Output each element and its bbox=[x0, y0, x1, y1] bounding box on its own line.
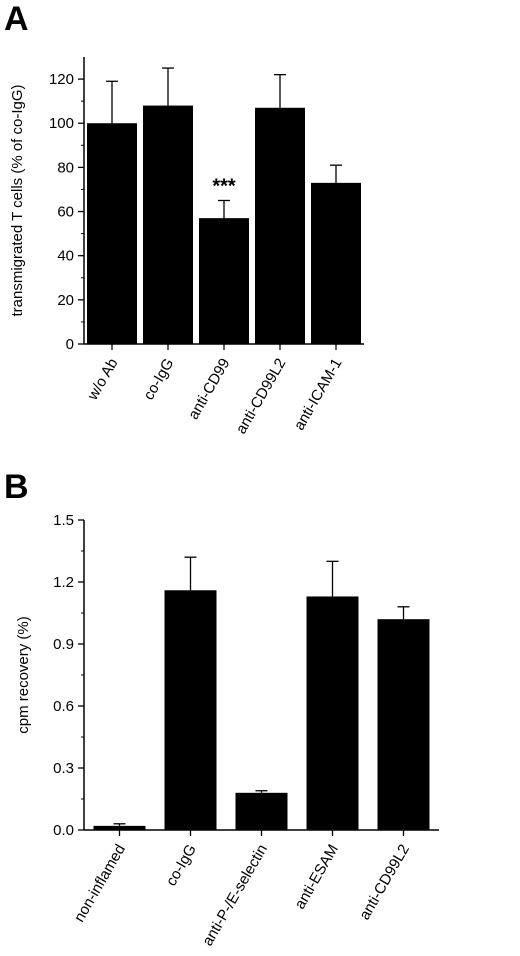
x-tick-label: co-IgG bbox=[163, 842, 200, 889]
x-tick-label: anti-CD99L2 bbox=[356, 842, 413, 923]
y-axis-label: cpm recovery (%) bbox=[15, 616, 32, 734]
bar-anti-icam-1 bbox=[311, 182, 361, 344]
y-tick-label: 20 bbox=[57, 292, 74, 309]
panel-label-a: A bbox=[4, 0, 29, 38]
bar-chart-b: 0.0 0.3 0.6 0.9 1.2 1.5 cpm recovery (%) non-in… bbox=[15, 512, 439, 949]
x-tick-label: anti-CD99L2 bbox=[233, 356, 290, 437]
y-tick-label: 120 bbox=[49, 71, 74, 88]
x-tick-label: anti-ESAM bbox=[291, 842, 342, 913]
panel-label-b: B bbox=[4, 468, 29, 506]
significance-marker: *** bbox=[212, 176, 236, 198]
y-axis-label: transmigrated T cells (% of co-IgG) bbox=[9, 84, 26, 316]
bar-co-igg bbox=[164, 590, 217, 830]
y-tick-label: 1.2 bbox=[53, 574, 74, 591]
bar-non-inflamed bbox=[93, 825, 146, 830]
x-tick-label: anti-P-/E-selectin bbox=[199, 842, 271, 949]
x-tick-label: co-IgG bbox=[140, 356, 177, 403]
y-tick-label: 0 bbox=[66, 336, 74, 353]
bar-chart-a: 0 20 40 60 80 100 120 transmigrated T cells (% … bbox=[9, 57, 364, 437]
x-tick-label: non-inflamed bbox=[71, 842, 129, 926]
bar-anti-cd99l2 bbox=[377, 619, 430, 830]
y-tick-label: 100 bbox=[49, 115, 74, 132]
chart-panel-a: A 0 20 40 60 80 100 120 transmigrated T cells (… bbox=[4, 0, 364, 437]
chart-panel-b: B 0.0 0.3 0.6 0.9 1.2 1.5 cpm recovery (%) non-… bbox=[0, 468, 520, 956]
bar-co-igg bbox=[143, 105, 193, 344]
y-tick-label: 1.5 bbox=[53, 512, 74, 529]
y-tick-label: 0.6 bbox=[53, 698, 74, 715]
x-tick-label: anti-CD99 bbox=[185, 356, 233, 423]
y-tick-label: 0.3 bbox=[53, 760, 74, 777]
bar-anti-cd99l2 bbox=[255, 107, 305, 345]
y-tick-label: 60 bbox=[57, 204, 74, 221]
bar-anti-esam bbox=[306, 596, 359, 830]
bar-w-o-ab bbox=[87, 123, 137, 344]
y-tick-label: 0.0 bbox=[53, 822, 74, 839]
y-tick-label: 40 bbox=[57, 248, 74, 265]
bar-anti-cd99 bbox=[199, 218, 249, 344]
x-tick-label: w/o Ab bbox=[84, 356, 122, 404]
x-tick-label: anti-ICAM-1 bbox=[291, 356, 346, 434]
y-tick-label: 0.9 bbox=[53, 636, 74, 653]
bar-anti-p-e-selectin bbox=[235, 792, 288, 830]
y-tick-label: 80 bbox=[57, 159, 74, 176]
